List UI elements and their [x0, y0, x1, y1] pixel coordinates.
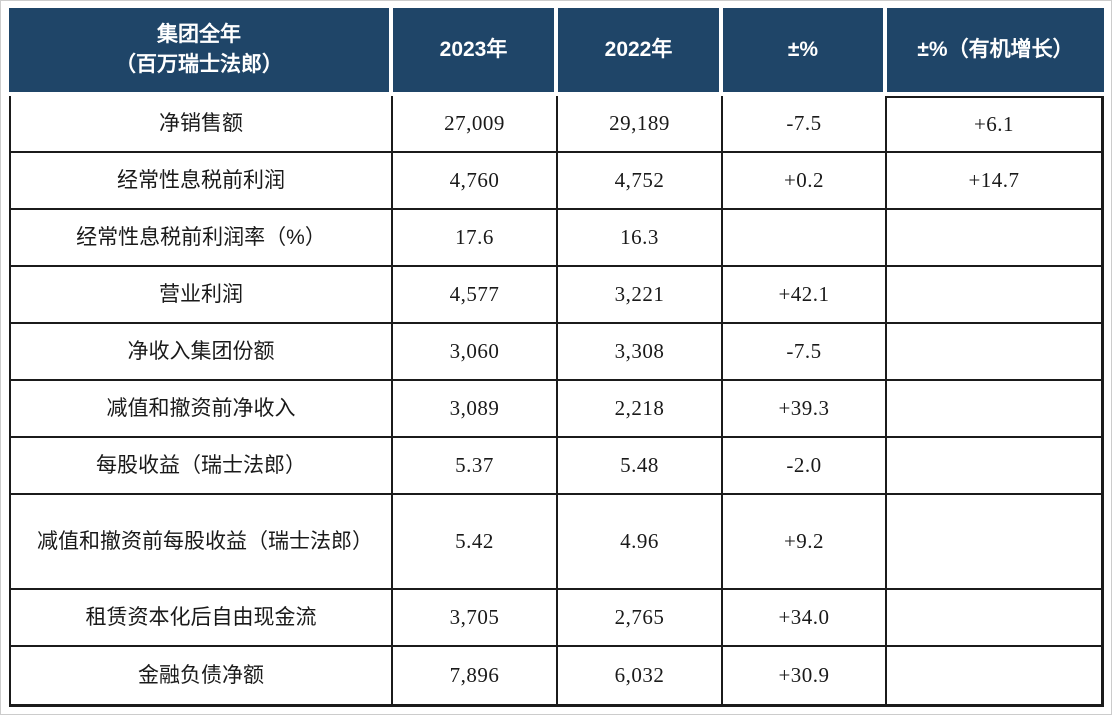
table-row: 经常性息税前利润率（%） 17.6 16.3 [11, 210, 1101, 267]
value-2023-cell: 5.37 [393, 438, 558, 495]
table-body: 净销售额 27,009 29,189 -7.5 +6.1 经常性息税前利润 4,… [9, 96, 1104, 707]
table-row: 净销售额 27,009 29,189 -7.5 +6.1 [11, 96, 1101, 153]
header-cell-2023: 2023年 [393, 8, 558, 92]
change-pct-cell: +0.2 [723, 153, 887, 210]
table-header: 集团全年 （百万瑞士法郎） 2023年 2022年 ±% ±%（有机增长） [9, 8, 1104, 92]
change-pct-cell [723, 210, 887, 267]
financial-results-table: 集团全年 （百万瑞士法郎） 2023年 2022年 ±% ±%（有机增长） 净销… [9, 8, 1104, 707]
organic-change-cell [887, 495, 1101, 590]
header-cell-2022: 2022年 [558, 8, 723, 92]
row-label-cell: 租赁资本化后自由现金流 [11, 590, 393, 647]
organic-change-cell: +14.7 [887, 153, 1101, 210]
value-2022-cell: 6,032 [558, 647, 723, 704]
change-pct-cell: -7.5 [723, 96, 887, 153]
value-2023-cell: 7,896 [393, 647, 558, 704]
value-2022-cell: 4,752 [558, 153, 723, 210]
organic-change-cell [887, 647, 1101, 704]
value-2022-cell: 2,765 [558, 590, 723, 647]
value-2023-cell: 3,089 [393, 381, 558, 438]
table-row: 每股收益（瑞士法郎） 5.37 5.48 -2.0 [11, 438, 1101, 495]
change-pct-cell: -7.5 [723, 324, 887, 381]
organic-change-cell [887, 438, 1101, 495]
table-row: 营业利润 4,577 3,221 +42.1 [11, 267, 1101, 324]
header-cell-change-pct: ±% [723, 8, 887, 92]
change-pct-cell: +34.0 [723, 590, 887, 647]
row-label-cell: 减值和撤资前每股收益（瑞士法郎） [11, 495, 393, 590]
value-2022-cell: 4.96 [558, 495, 723, 590]
header-cell-organic-change: ±%（有机增长） [887, 8, 1104, 92]
table-row: 金融负债净额 7,896 6,032 +30.9 [11, 647, 1101, 704]
value-2023-cell: 3,060 [393, 324, 558, 381]
organic-change-cell: +6.1 [887, 96, 1101, 153]
row-label-cell: 经常性息税前利润 [11, 153, 393, 210]
row-label-cell: 减值和撤资前净收入 [11, 381, 393, 438]
change-pct-cell: +42.1 [723, 267, 887, 324]
change-pct-cell: +9.2 [723, 495, 887, 590]
table-row: 减值和撤资前每股收益（瑞士法郎） 5.42 4.96 +9.2 [11, 495, 1101, 590]
organic-change-cell [887, 324, 1101, 381]
organic-change-cell [887, 210, 1101, 267]
row-label-cell: 净收入集团份额 [11, 324, 393, 381]
organic-change-cell [887, 381, 1101, 438]
value-2023-cell: 4,760 [393, 153, 558, 210]
table-row: 净收入集团份额 3,060 3,308 -7.5 [11, 324, 1101, 381]
table-row: 经常性息税前利润 4,760 4,752 +0.2 +14.7 [11, 153, 1101, 210]
value-2023-cell: 17.6 [393, 210, 558, 267]
header-cell-group-title: 集团全年 （百万瑞士法郎） [9, 8, 393, 92]
change-pct-cell: -2.0 [723, 438, 887, 495]
change-pct-cell: +39.3 [723, 381, 887, 438]
group-title-line2: （百万瑞士法郎） [115, 53, 283, 76]
value-2022-cell: 3,221 [558, 267, 723, 324]
value-2022-cell: 2,218 [558, 381, 723, 438]
value-2022-cell: 5.48 [558, 438, 723, 495]
value-2023-cell: 4,577 [393, 267, 558, 324]
row-label-cell: 营业利润 [11, 267, 393, 324]
value-2022-cell: 3,308 [558, 324, 723, 381]
table-row: 租赁资本化后自由现金流 3,705 2,765 +34.0 [11, 590, 1101, 647]
row-label-cell: 净销售额 [11, 96, 393, 153]
row-label-cell: 经常性息税前利润率（%） [11, 210, 393, 267]
value-2022-cell: 16.3 [558, 210, 723, 267]
value-2023-cell: 3,705 [393, 590, 558, 647]
value-2022-cell: 29,189 [558, 96, 723, 153]
table-row: 减值和撤资前净收入 3,089 2,218 +39.3 [11, 381, 1101, 438]
value-2023-cell: 5.42 [393, 495, 558, 590]
group-title-line1: 集团全年 [157, 23, 241, 46]
organic-change-cell [887, 267, 1101, 324]
organic-change-cell [887, 590, 1101, 647]
row-label-cell: 金融负债净额 [11, 647, 393, 704]
value-2023-cell: 27,009 [393, 96, 558, 153]
change-pct-cell: +30.9 [723, 647, 887, 704]
row-label-cell: 每股收益（瑞士法郎） [11, 438, 393, 495]
